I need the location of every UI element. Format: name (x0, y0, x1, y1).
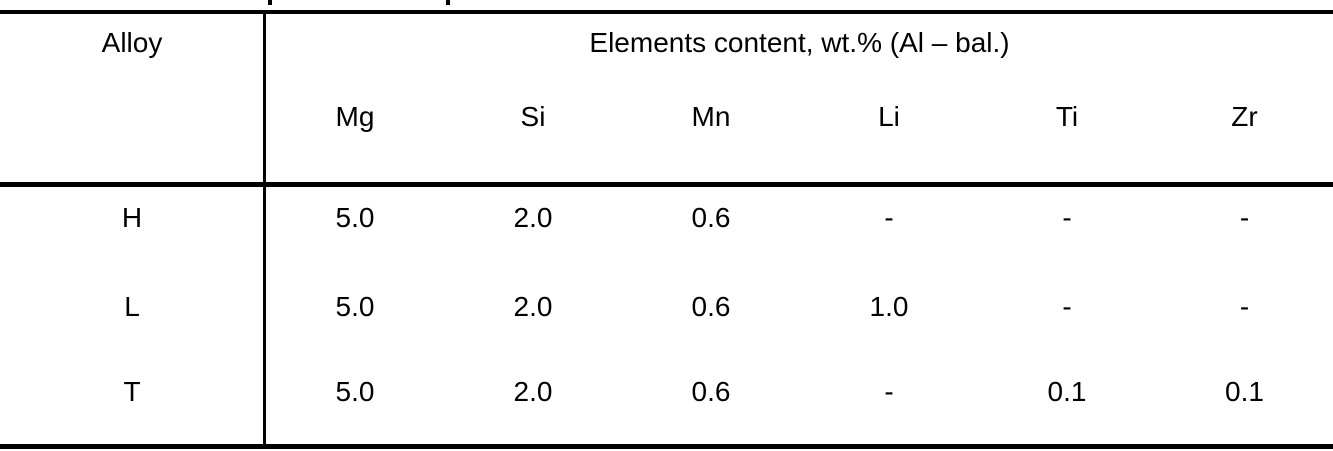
cell-h-mg: 5.0 (335, 202, 375, 233)
cell-h-zr: - (1239, 202, 1250, 233)
alloy-column-divider-rule (263, 10, 266, 449)
cropped-caption-fragment (268, 0, 272, 5)
cell-l-mn: 0.6 (691, 291, 731, 322)
cell-l-li: 1.0 (869, 291, 909, 322)
cell-h-si: 2.0 (513, 202, 553, 233)
cell-t-li: - (884, 376, 894, 407)
table-top-rule (0, 10, 1333, 14)
row-label-l: L (124, 291, 140, 322)
row-label-h: H (121, 202, 143, 233)
cell-t-mg: 5.0 (335, 376, 375, 407)
cell-h-ti: - (1062, 202, 1072, 233)
table-header-divider-rule (0, 182, 1333, 187)
cell-t-ti: 0.1 (1047, 376, 1087, 407)
column-header-zr: Zr (1231, 101, 1258, 132)
column-header-mg: Mg (335, 101, 375, 132)
cropped-caption-fragment (446, 0, 450, 5)
alloy-column-header: Alloy (101, 27, 163, 58)
column-header-li: Li (878, 101, 900, 132)
table-bottom-rule (0, 444, 1333, 449)
cell-l-zr: - (1239, 291, 1250, 322)
column-header-si: Si (520, 101, 546, 132)
cell-h-li: - (884, 202, 894, 233)
cell-t-mn: 0.6 (691, 376, 731, 407)
row-label-t: T (123, 376, 141, 407)
cell-t-zr: 0.1 (1225, 376, 1264, 407)
cell-l-mg: 5.0 (335, 291, 375, 322)
column-header-ti: Ti (1055, 101, 1079, 132)
elements-content-header: Elements content, wt.% (Al – bal.) (589, 27, 1010, 58)
cell-t-si: 2.0 (513, 376, 553, 407)
cell-l-si: 2.0 (513, 291, 553, 322)
cell-h-mn: 0.6 (691, 202, 731, 233)
column-header-mn: Mn (691, 101, 731, 132)
cell-l-ti: - (1062, 291, 1072, 322)
